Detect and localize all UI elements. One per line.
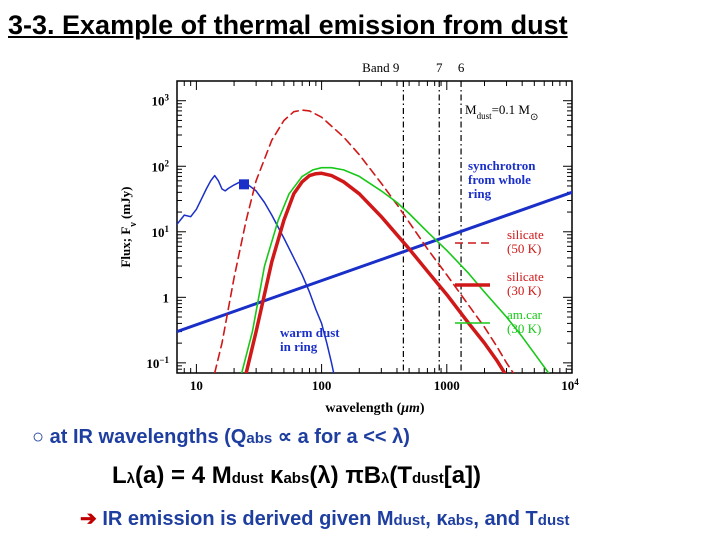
slide-title: 3-3. Example of thermal emission from du… [8,10,568,40]
band-label: Band 9 [362,60,399,75]
y-tick-label: 1 [163,290,170,305]
data-marker-square [238,179,249,190]
axis-ticks: 10 100 1000 104 10−1 1 101 102 103 [146,80,579,393]
series-line-3 [244,171,507,373]
x-tick-label: 100 [312,378,332,393]
legend-warm-dust-line-2: in ring [280,339,318,354]
band-label: 6 [458,60,465,75]
y-tick-label: 102 [152,158,170,174]
x-tick-label: 10 [190,378,203,393]
legend-synchrotron: synchrotron from whole ring [468,158,536,201]
legend-silicate-50-line-1: silicate [507,227,544,242]
band-label: 7 [436,60,443,75]
text-ir-emission-conclusion: ➔ IR emission is derived given Mdust, κa… [80,508,570,530]
right-arrow-icon: ➔ [80,508,97,530]
y-tick-label: 10−1 [146,355,169,371]
legend-synchrotron-line-1: synchrotron [468,158,536,173]
legend-synchrotron-line-2: from whole [468,172,531,187]
y-axis-label: Flux; Fν (mJy) [118,186,139,267]
legend-silicate-30-line-1: silicate [507,269,544,284]
x-axis-label: wavelength (μm) [325,401,425,416]
legend-warm-dust-line-1: warm dust [280,325,340,340]
x-tick-label: 104 [561,377,579,393]
legend-silicate-50-line-2: (50 K) [507,241,541,256]
series-line-2 [213,109,515,373]
series-line-4 [240,166,550,373]
legend-amcar-line-2: (30 K) [507,321,541,336]
legend-amcar: am.car (30 K) [455,307,543,336]
y-tick-label: 101 [152,224,170,240]
legend-amcar-line-1: am.car [507,307,543,322]
data-markers [238,179,249,190]
y-tick-label: 103 [152,93,170,109]
legend-silicate-30-line-2: (30 K) [507,283,541,298]
legend-synchrotron-line-3: ring [468,186,492,201]
text-ir-wavelengths: ○ at IR wavelengths (Qabs ∝ a for a << λ… [32,426,410,448]
text-luminosity-equation: Lλ(a) = 4 Mdust κabs(λ) πBλ(Tdust[a]) [112,462,482,489]
dust-mass-label: Mdust=0.1 M⊙ [465,102,538,123]
plot-frame [176,80,573,374]
series-line-0 [177,190,572,334]
legend-silicate-50: silicate (50 K) [455,227,544,256]
x-tick-label: 1000 [434,378,460,393]
legend-silicate-30: silicate (30 K) [455,269,544,298]
legend-warm-dust: warm dust in ring [280,325,340,354]
